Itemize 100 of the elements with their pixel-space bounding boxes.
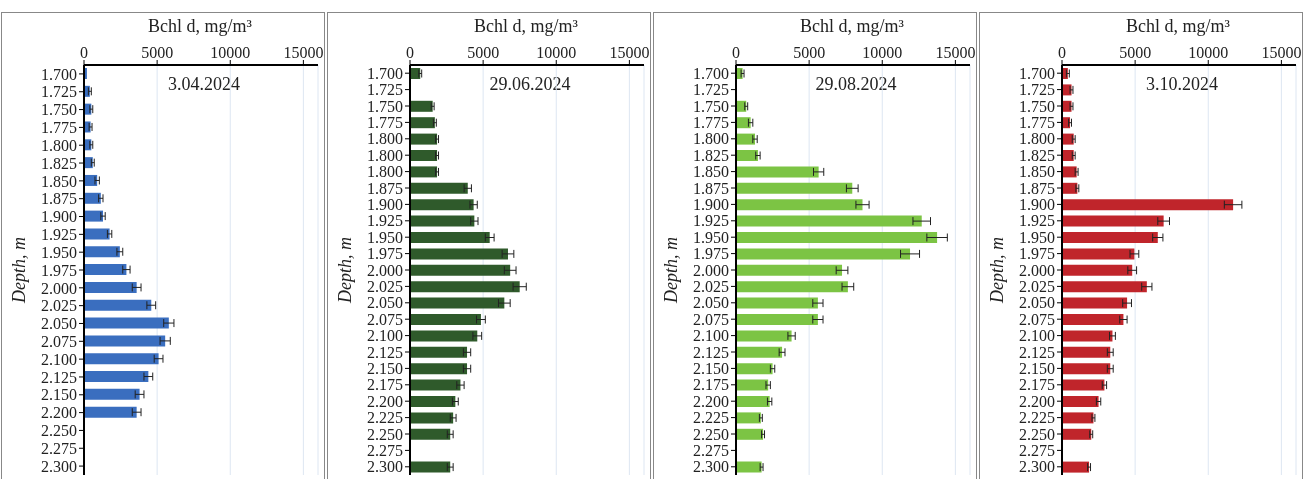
y-tick-label: 1.750 xyxy=(41,101,77,119)
text: 29.08.2024 xyxy=(814,74,898,95)
y-tick-label: 1.825 xyxy=(41,154,77,172)
y-tick-label: 1.800 xyxy=(367,163,403,181)
y-tick-label: 1.950 xyxy=(367,228,403,246)
y-tick-label: 2.025 xyxy=(1019,278,1055,296)
y-tick-label: 1.825 xyxy=(693,146,729,164)
y-tick-label: 2.250 xyxy=(41,422,77,440)
y-tick-label: 1.950 xyxy=(41,243,77,261)
y-tick-label: 1.900 xyxy=(367,196,403,214)
y-tick-label: 1.750 xyxy=(693,97,729,115)
y-tick-label: 2.275 xyxy=(41,439,77,457)
y-tick-label: 2.250 xyxy=(1019,425,1055,443)
y-tick-label: 1.875 xyxy=(41,190,77,208)
y-tick-label: 2.250 xyxy=(367,425,403,443)
x-axis-title: Bchl d, mg/m³ xyxy=(799,16,905,37)
y-tick-label: 2.150 xyxy=(41,386,77,404)
x-tick-label: 5000 xyxy=(141,44,174,61)
y-tick-label: 1.925 xyxy=(1019,212,1055,230)
y-tick-label: 1.850 xyxy=(1019,163,1055,181)
y-tick-label: 2.100 xyxy=(367,327,403,345)
y-axis-title: Depth, m xyxy=(987,237,1008,304)
y-tick-label: 1.950 xyxy=(693,228,729,246)
y-tick-label: 2.100 xyxy=(693,327,729,345)
y-tick-label: 1.700 xyxy=(367,64,403,82)
y-tick-label: 2.125 xyxy=(367,343,403,361)
y-tick-label: 1.800 xyxy=(367,146,403,164)
x-tick-label: 5000 xyxy=(467,44,500,61)
text: 29.06.2024 xyxy=(488,74,572,95)
y-tick-label: 1.975 xyxy=(1019,245,1055,263)
y-tick-label: 1.775 xyxy=(41,119,77,137)
y-tick-label: 1.900 xyxy=(41,208,77,226)
y-tick-label: 2.250 xyxy=(693,425,729,443)
y-tick-label: 2.200 xyxy=(1019,392,1055,410)
y-tick-label: 2.275 xyxy=(1019,442,1055,460)
text: 3.04.2024 xyxy=(167,74,241,95)
y-tick-label: 2.000 xyxy=(367,261,403,279)
y-tick-label: 1.750 xyxy=(1019,97,1055,115)
y-tick-label: 2.075 xyxy=(693,310,729,328)
y-axis-title: Depth, m xyxy=(661,237,682,304)
x-tick-label: 5000 xyxy=(793,44,826,61)
y-tick-label: 2.300 xyxy=(367,458,403,476)
y-tick-label: 1.850 xyxy=(41,172,77,190)
y-tick-label: 2.275 xyxy=(367,442,403,460)
y-tick-label: 2.050 xyxy=(41,315,77,333)
x-tick-label: 0 xyxy=(1058,44,1066,61)
y-tick-label: 2.025 xyxy=(367,278,403,296)
x-tick-label: 15000 xyxy=(609,44,650,61)
y-tick-label: 1.900 xyxy=(1019,196,1055,214)
y-tick-label: 2.025 xyxy=(693,278,729,296)
y-tick-label: 2.025 xyxy=(41,297,77,315)
y-tick-label: 1.875 xyxy=(693,179,729,197)
y-tick-label: 1.800 xyxy=(693,130,729,148)
y-tick-label: 2.225 xyxy=(693,409,729,427)
y-tick-label: 2.300 xyxy=(693,458,729,476)
x-tick-label: 0 xyxy=(406,44,414,61)
y-tick-label: 2.225 xyxy=(367,409,403,427)
y-tick-label: 2.200 xyxy=(367,392,403,410)
y-tick-label: 2.150 xyxy=(693,360,729,378)
y-tick-label: 1.975 xyxy=(693,245,729,263)
y-tick-label: 1.700 xyxy=(1019,64,1055,82)
y-tick-label: 2.200 xyxy=(41,404,77,422)
x-tick-label: 0 xyxy=(732,44,740,61)
x-tick-label: 15000 xyxy=(283,44,324,61)
y-tick-label: 2.300 xyxy=(1019,458,1055,476)
y-tick-label: 1.850 xyxy=(693,163,729,181)
y-tick-label: 2.125 xyxy=(1019,343,1055,361)
y-tick-label: 1.800 xyxy=(367,130,403,148)
y-tick-label: 1.700 xyxy=(693,64,729,82)
y-tick-label: 2.125 xyxy=(693,343,729,361)
y-axis-title: Depth, m xyxy=(335,237,356,304)
y-tick-label: 2.050 xyxy=(367,294,403,312)
text: 3.10.2024 xyxy=(1145,74,1219,95)
y-tick-label: 1.725 xyxy=(367,81,403,99)
y-tick-label: 1.800 xyxy=(41,136,77,154)
y-tick-label: 2.000 xyxy=(693,261,729,279)
y-tick-label: 1.950 xyxy=(1019,228,1055,246)
y-tick-label: 2.100 xyxy=(41,350,77,368)
y-tick-label: 2.000 xyxy=(1019,261,1055,279)
y-tick-label: 2.150 xyxy=(367,360,403,378)
y-tick-label: 2.225 xyxy=(1019,409,1055,427)
y-tick-label: 2.200 xyxy=(693,392,729,410)
y-tick-label: 2.150 xyxy=(1019,360,1055,378)
y-tick-label: 1.775 xyxy=(693,114,729,132)
y-tick-label: 1.750 xyxy=(367,97,403,115)
y-tick-label: 2.050 xyxy=(693,294,729,312)
y-tick-label: 1.725 xyxy=(41,83,77,101)
y-tick-label: 1.900 xyxy=(693,196,729,214)
y-tick-label: 1.875 xyxy=(1019,179,1055,197)
y-tick-label: 1.725 xyxy=(1019,81,1055,99)
y-tick-label: 2.275 xyxy=(693,442,729,460)
y-tick-label: 1.925 xyxy=(41,226,77,244)
y-tick-label: 1.825 xyxy=(1019,146,1055,164)
x-tick-label: 15000 xyxy=(1261,44,1302,61)
y-tick-label: 1.975 xyxy=(41,261,77,279)
x-tick-label: 10000 xyxy=(1188,44,1229,61)
x-tick-label: 0 xyxy=(80,44,88,61)
y-tick-label: 2.100 xyxy=(1019,327,1055,345)
y-tick-label: 1.925 xyxy=(367,212,403,230)
y-tick-label: 1.875 xyxy=(367,179,403,197)
